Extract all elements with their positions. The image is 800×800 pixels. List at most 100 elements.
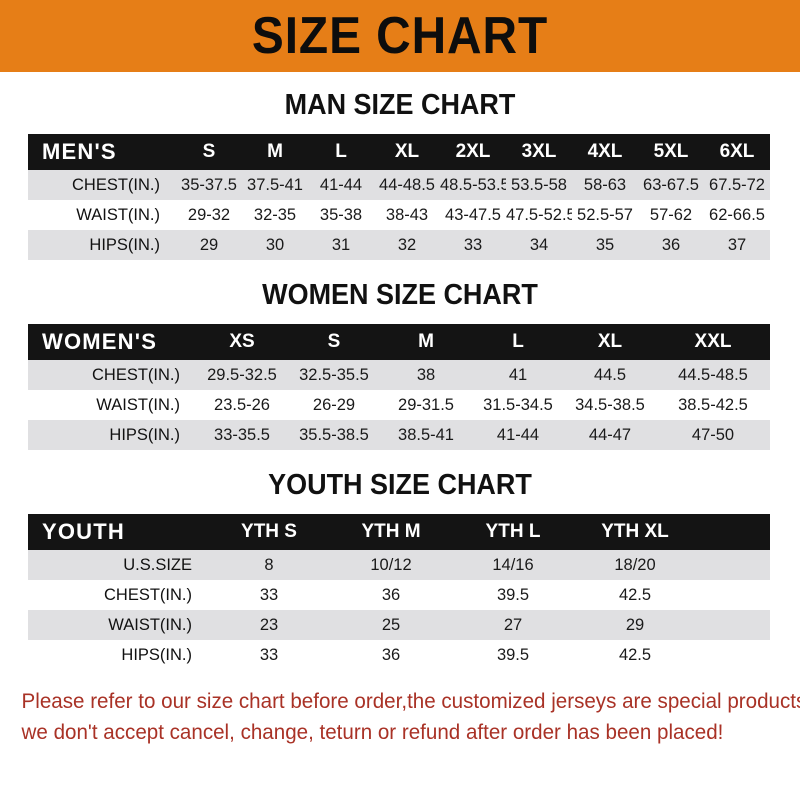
women-size-header: XL bbox=[597, 331, 623, 352]
row-label: CHEST(IN.) bbox=[92, 365, 180, 384]
men-section-title: MAN SIZE CHART bbox=[284, 89, 516, 121]
men-size-header: 3XL bbox=[521, 141, 557, 162]
page-banner: SIZE CHART bbox=[0, 0, 800, 72]
row-value: 26-29 bbox=[312, 395, 356, 414]
women-size-header: S bbox=[327, 331, 341, 352]
footer-disclaimer: Please refer to our size chart before or… bbox=[0, 686, 800, 748]
row-value: 47-50 bbox=[691, 425, 735, 444]
row-value: 29 bbox=[625, 615, 645, 634]
row-label: U.S.SIZE bbox=[123, 555, 192, 574]
row-value: 23.5-26 bbox=[214, 395, 270, 414]
youth-size-header: YTH S bbox=[241, 521, 297, 542]
row-value: 31.5-34.5 bbox=[483, 395, 553, 414]
row-value: 44.5 bbox=[593, 365, 627, 384]
table-row: CHEST(IN.) 33 36 39.5 42.5 bbox=[28, 580, 770, 610]
row-value: 38-43 bbox=[385, 205, 429, 224]
row-value: 44-47 bbox=[588, 425, 632, 444]
row-value: 23 bbox=[259, 615, 279, 634]
row-value: 35-38 bbox=[319, 205, 363, 224]
women-section: WOMEN SIZE CHART WOMEN'S XS S M L XL XXL CHEST(… bbox=[0, 280, 800, 450]
row-value: 41-44 bbox=[319, 175, 363, 194]
table-row: HIPS(IN.) 33 36 39.5 42.5 bbox=[28, 640, 770, 670]
row-value: 32-35 bbox=[253, 205, 297, 224]
men-section: MAN SIZE CHART MEN'S S M L XL 2XL 3XL 4XL 5XL 6XL… bbox=[0, 90, 800, 260]
men-size-header: S bbox=[202, 141, 216, 162]
row-value: 48.5-53.5 bbox=[440, 175, 506, 194]
women-size-header: M bbox=[418, 331, 434, 352]
table-row: CHEST(IN.) 29.5-32.5 32.5-35.5 38 41 44.5 44.5… bbox=[28, 360, 770, 390]
youth-section: YOUTH SIZE CHART YOUTH YTH S YTH M YTH L YTH… bbox=[0, 470, 800, 670]
row-value: 34.5-38.5 bbox=[575, 395, 645, 414]
row-value: 44.5-48.5 bbox=[678, 365, 748, 384]
row-label: WAIST(IN.) bbox=[96, 395, 180, 414]
row-value: 36 bbox=[381, 645, 401, 664]
row-value: 29-31.5 bbox=[398, 395, 454, 414]
men-size-table: MEN'S S M L XL 2XL 3XL 4XL 5XL 6XL CHEST(IN.) 35-37… bbox=[28, 134, 770, 260]
youth-size-header: YTH M bbox=[361, 521, 421, 542]
page-title: SIZE CHART bbox=[251, 7, 549, 65]
youth-size-header: YTH L bbox=[485, 521, 541, 542]
women-header-label: WOMEN'S bbox=[42, 329, 158, 354]
row-value: 42.5 bbox=[618, 645, 652, 664]
row-value: 35.5-38.5 bbox=[299, 425, 369, 444]
table-row: U.S.SIZE 8 10/12 14/16 18/20 bbox=[28, 550, 770, 580]
spacer-cell bbox=[696, 550, 770, 580]
table-row: HIPS(IN.) 33-35.5 35.5-38.5 38.5-41 41-44 44-… bbox=[28, 420, 770, 450]
row-value: 47.5-52.5 bbox=[506, 205, 572, 224]
women-size-header: L bbox=[512, 331, 524, 352]
row-value: 29.5-32.5 bbox=[207, 365, 277, 384]
youth-table-header-row: YOUTH YTH S YTH M YTH L YTH XL bbox=[28, 514, 770, 550]
spacer bbox=[0, 670, 800, 686]
row-value: 52.5-57 bbox=[577, 205, 633, 224]
spacer-cell bbox=[696, 640, 770, 670]
row-value: 33 bbox=[463, 235, 483, 254]
row-value: 38.5-41 bbox=[398, 425, 454, 444]
men-size-header: 4XL bbox=[587, 141, 623, 162]
row-value: 67.5-72 bbox=[709, 175, 765, 194]
row-value: 33 bbox=[259, 585, 279, 604]
row-value: 31 bbox=[331, 235, 351, 254]
spacer-cell bbox=[696, 580, 770, 610]
row-value: 53.5-58 bbox=[511, 175, 567, 194]
spacer-cell bbox=[696, 514, 770, 550]
men-table-header-row: MEN'S S M L XL 2XL 3XL 4XL 5XL 6XL bbox=[28, 134, 770, 170]
row-value: 10/12 bbox=[370, 555, 412, 574]
footer-line-2: we don't accept cancel, change, teturn o… bbox=[21, 721, 724, 744]
row-value: 35 bbox=[595, 235, 615, 254]
spacer bbox=[28, 500, 772, 514]
spacer bbox=[28, 120, 772, 134]
men-size-header: 5XL bbox=[653, 141, 689, 162]
table-row: WAIST(IN.) 29-32 32-35 35-38 38-43 43-47.5 47.… bbox=[28, 200, 770, 230]
men-size-header: 2XL bbox=[455, 141, 491, 162]
row-value: 39.5 bbox=[496, 585, 530, 604]
youth-size-header: YTH XL bbox=[601, 521, 669, 542]
row-value: 44-48.5 bbox=[379, 175, 435, 194]
row-label: HIPS(IN.) bbox=[109, 425, 180, 444]
spacer bbox=[0, 260, 800, 280]
row-value: 41-44 bbox=[496, 425, 540, 444]
row-value: 42.5 bbox=[618, 585, 652, 604]
row-value: 62-66.5 bbox=[709, 205, 765, 224]
row-value: 37 bbox=[727, 235, 747, 254]
row-value: 41 bbox=[508, 365, 528, 384]
row-label: HIPS(IN.) bbox=[121, 645, 192, 664]
row-value: 25 bbox=[381, 615, 401, 634]
row-label: WAIST(IN.) bbox=[108, 615, 192, 634]
row-value: 18/20 bbox=[614, 555, 656, 574]
men-size-header: M bbox=[267, 141, 283, 162]
row-value: 38 bbox=[416, 365, 436, 384]
youth-section-title: YOUTH SIZE CHART bbox=[268, 469, 532, 501]
row-label: HIPS(IN.) bbox=[89, 235, 160, 254]
youth-size-table: YOUTH YTH S YTH M YTH L YTH XL U.S.SIZE 8 10/12… bbox=[28, 514, 770, 670]
row-value: 32.5-35.5 bbox=[299, 365, 369, 384]
table-row: WAIST(IN.) 23.5-26 26-29 29-31.5 31.5-34.5 34… bbox=[28, 390, 770, 420]
women-size-header: XXL bbox=[694, 331, 732, 352]
footer-line-1: Please refer to our size chart before or… bbox=[21, 690, 800, 713]
row-label: WAIST(IN.) bbox=[76, 205, 160, 224]
row-value: 43-47.5 bbox=[445, 205, 501, 224]
men-header-label: MEN'S bbox=[42, 139, 117, 164]
row-value: 8 bbox=[264, 555, 274, 574]
row-value: 14/16 bbox=[492, 555, 534, 574]
row-value: 29 bbox=[199, 235, 219, 254]
